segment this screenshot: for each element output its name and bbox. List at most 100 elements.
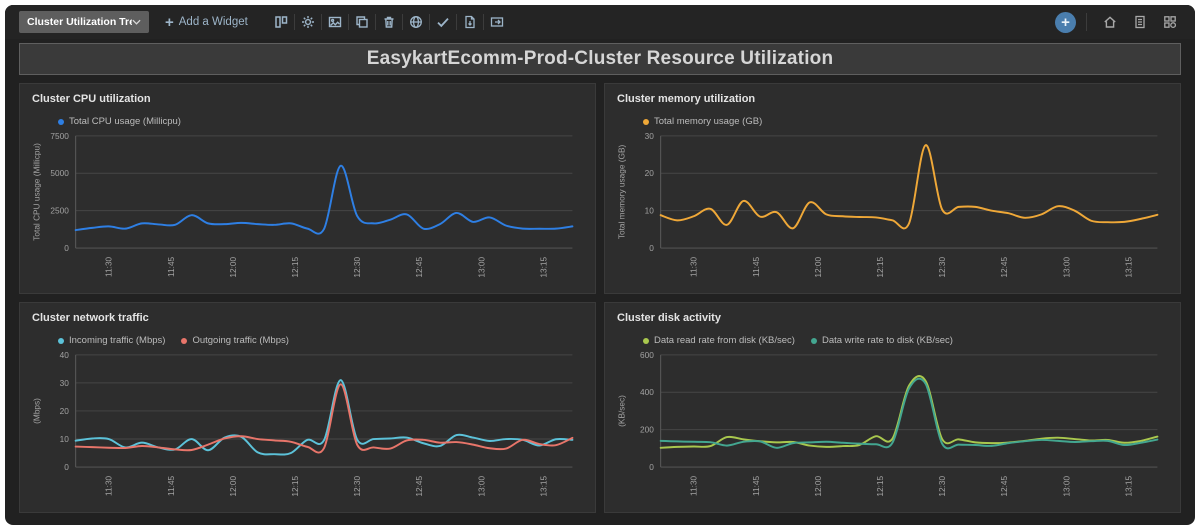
panel-disk-activity: Cluster disk activity Data read rate fro… — [604, 302, 1181, 513]
separator — [374, 14, 376, 30]
panel-title: Cluster memory utilization — [617, 93, 756, 105]
svg-text:12:30: 12:30 — [937, 475, 947, 496]
add-button[interactable]: + — [1055, 11, 1076, 33]
legend-label: Data write rate to disk (KB/sec) — [821, 335, 953, 346]
widgets-icon — [1164, 16, 1177, 29]
toolbar: Cluster Utilization Trend + Add a Widget — [5, 5, 1195, 39]
legend-dot — [58, 337, 64, 344]
legend-item[interactable]: Total CPU usage (Millicpu) — [58, 116, 181, 127]
add-widget-button[interactable]: + Add a Widget — [165, 15, 248, 30]
svg-text:12:45: 12:45 — [999, 475, 1009, 496]
legend-item[interactable]: Data read rate from disk (KB/sec) — [643, 335, 795, 346]
trash-icon — [384, 16, 394, 28]
legend: Total memory usage (GB) — [605, 107, 1180, 127]
home-icon — [1104, 16, 1116, 28]
report-button[interactable] — [1127, 12, 1153, 32]
svg-text:600: 600 — [640, 350, 654, 360]
clone-icon — [356, 16, 368, 28]
separator — [320, 14, 322, 30]
svg-text:5000: 5000 — [50, 168, 69, 178]
toolbar-right — [1097, 12, 1183, 32]
svg-text:13:00: 13:00 — [1061, 475, 1071, 496]
dashboard-banner: EasykartEcomm-Prod-Cluster Resource Util… — [19, 43, 1181, 75]
widgets-button[interactable] — [1157, 12, 1183, 32]
layout-icon — [275, 16, 288, 28]
svg-text:13:00: 13:00 — [476, 475, 486, 496]
settings-button[interactable] — [295, 12, 321, 32]
svg-text:11:45: 11:45 — [751, 256, 761, 277]
legend: Data read rate from disk (KB/sec) Data wr… — [605, 326, 1180, 346]
dashboard-title: EasykartEcomm-Prod-Cluster Resource Util… — [366, 48, 834, 69]
legend-item[interactable]: Data write rate to disk (KB/sec) — [810, 335, 953, 346]
svg-text:40: 40 — [60, 350, 70, 360]
download-report-icon — [465, 15, 475, 29]
publish-button[interactable] — [403, 12, 429, 32]
svg-text:12:15: 12:15 — [875, 475, 885, 496]
dashboard-view-selector[interactable]: Cluster Utilization Trend — [19, 11, 149, 33]
svg-text:30: 30 — [60, 378, 70, 388]
legend-label: Outgoing traffic (Mbps) — [192, 335, 289, 346]
export-button[interactable] — [484, 12, 510, 32]
image-button[interactable] — [322, 12, 348, 32]
svg-text:13:15: 13:15 — [1123, 475, 1133, 496]
legend-item[interactable]: Outgoing traffic (Mbps) — [181, 335, 289, 346]
separator — [455, 14, 457, 30]
clone-button[interactable] — [349, 12, 375, 32]
legend-dot — [58, 118, 64, 125]
svg-text:7500: 7500 — [50, 131, 69, 141]
chart-wrap: 0 2500 5000 7500 Total CPU usage (Millicpu) 1… — [20, 127, 595, 293]
svg-text:12:30: 12:30 — [937, 256, 947, 277]
export-icon — [490, 17, 503, 27]
report-icon — [1135, 15, 1145, 29]
legend-item[interactable]: Total memory usage (GB) — [643, 116, 762, 127]
legend-dot — [810, 337, 817, 344]
svg-text:20: 20 — [645, 168, 655, 178]
svg-text:Total memory usage (GB): Total memory usage (GB) — [617, 145, 627, 240]
svg-text:13:15: 13:15 — [1123, 256, 1133, 277]
legend-label: Data read rate from disk (KB/sec) — [654, 335, 795, 346]
legend-dot — [181, 337, 188, 344]
svg-text:2500: 2500 — [50, 206, 69, 216]
svg-text:Total CPU usage (Millicpu): Total CPU usage (Millicpu) — [32, 143, 42, 241]
chart-wrap: 0 200 400 600 (KB/sec) 11:30 11:45 12:00 12:15 12… — [605, 346, 1180, 512]
panel-memory-utilization: Cluster memory utilization Total memory … — [604, 83, 1181, 294]
separator — [482, 14, 484, 30]
delete-button[interactable] — [376, 12, 402, 32]
separator — [347, 14, 349, 30]
gear-icon — [301, 16, 314, 28]
layout-button[interactable] — [268, 12, 294, 32]
svg-text:20: 20 — [60, 406, 70, 416]
svg-text:13:15: 13:15 — [538, 475, 548, 496]
svg-text:0: 0 — [64, 243, 69, 253]
svg-text:13:15: 13:15 — [538, 256, 548, 277]
svg-text:(KB/sec): (KB/sec) — [617, 395, 627, 427]
network-traffic-chart[interactable]: 0 10 20 30 40 (Mbps) 11:30 11:45 12:00 12:15 12:30… — [22, 348, 589, 510]
legend-label: Incoming traffic (Mbps) — [69, 335, 166, 346]
svg-text:12:30: 12:30 — [352, 475, 362, 496]
add-widget-label: Add a Widget — [178, 16, 248, 28]
chevron-down-icon — [132, 19, 141, 25]
legend-dot — [643, 118, 649, 125]
svg-text:400: 400 — [640, 387, 654, 397]
separator — [401, 14, 403, 30]
svg-text:10: 10 — [60, 434, 70, 444]
svg-text:12:45: 12:45 — [414, 475, 424, 496]
disk-activity-chart[interactable]: 0 200 400 600 (KB/sec) 11:30 11:45 12:00 12:15 12… — [607, 348, 1174, 510]
panel-grid: Cluster CPU utilization Total CPU usage … — [19, 83, 1181, 513]
image-icon — [328, 16, 342, 28]
memory-utilization-chart[interactable]: 0 10 20 30 Total memory usage (GB) 11:30 11:45… — [607, 129, 1174, 291]
svg-text:11:30: 11:30 — [104, 475, 114, 496]
approve-button[interactable] — [430, 12, 456, 32]
svg-text:11:45: 11:45 — [751, 475, 761, 496]
svg-text:11:30: 11:30 — [689, 256, 699, 277]
svg-text:12:15: 12:15 — [875, 256, 885, 277]
svg-text:12:00: 12:00 — [228, 256, 238, 277]
svg-text:12:45: 12:45 — [414, 256, 424, 277]
panel-title: Cluster network traffic — [32, 312, 149, 324]
legend-item[interactable]: Incoming traffic (Mbps) — [58, 335, 165, 346]
home-button[interactable] — [1097, 12, 1123, 32]
chart-wrap: 0 10 20 30 Total memory usage (GB) 11:30 11:45… — [605, 127, 1180, 293]
download-report-button[interactable] — [457, 12, 483, 32]
plus-icon: + — [165, 13, 174, 31]
cpu-utilization-chart[interactable]: 0 2500 5000 7500 Total CPU usage (Millicpu) 1… — [22, 129, 589, 291]
